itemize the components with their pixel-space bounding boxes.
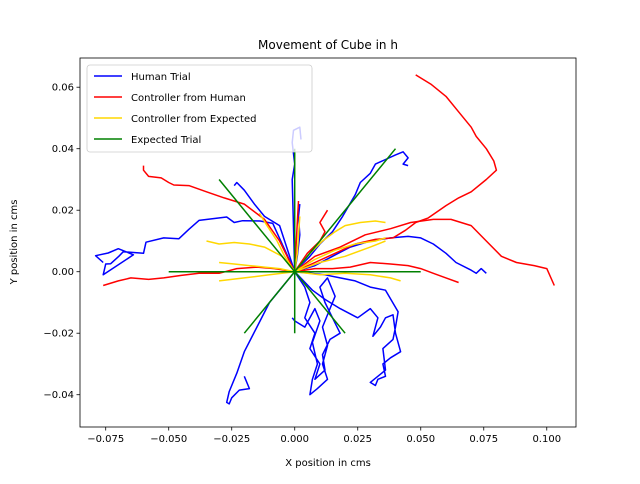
series-1-path-3 [294, 74, 498, 273]
series-2-path-7 [294, 270, 401, 282]
series-0-path-8 [294, 270, 402, 387]
series-3-path-2 [218, 179, 346, 334]
series-0-path-7 [291, 271, 341, 396]
x-tick-label: 0.000 [280, 434, 309, 445]
x-axis-label: X position in cms [285, 458, 371, 469]
series-1-path-6 [294, 209, 329, 273]
y-axis: −0.04 −0.02 0.00 0.02 0.04 0.06 [43, 83, 80, 401]
plot-lines [94, 74, 555, 405]
y-tick-label: 0.04 [52, 144, 74, 155]
x-axis: −0.075 −0.050 −0.025 0.000 0.025 0.050 0.075 0.… [87, 427, 561, 445]
series-2-path-3 [258, 212, 296, 273]
y-tick-label: 0.02 [52, 206, 74, 217]
series-1-path-0 [142, 165, 296, 273]
series-2-path-4 [293, 216, 301, 272]
legend-label-3: Expected Trial [131, 135, 201, 146]
x-tick-label: 0.050 [406, 434, 435, 445]
series-1-path-5 [294, 218, 555, 286]
series-3-path-3 [243, 148, 397, 334]
series-2-path-6 [294, 237, 386, 273]
legend-label-1: Controller from Human [131, 93, 246, 104]
y-tick-label: 0.06 [52, 83, 74, 94]
series-0-path-6 [294, 235, 487, 275]
series-1-path-4 [294, 261, 459, 284]
legend-box [86, 64, 313, 153]
x-tick-label: 0.100 [532, 434, 561, 445]
chart-title: Movement of Cube in h [258, 38, 398, 52]
legend-label-2: Controller from Expected [131, 114, 256, 125]
series-2-path-1 [219, 261, 295, 273]
series-0-path-3 [225, 271, 296, 405]
x-tick-label: −0.025 [213, 434, 250, 445]
y-tick-label: −0.04 [43, 390, 74, 401]
x-tick-label: 0.025 [343, 434, 372, 445]
y-tick-label: 0.00 [52, 267, 74, 278]
series-0-path-1 [233, 181, 296, 272]
series-2-path-8 [294, 240, 386, 273]
x-tick-label: 0.075 [469, 434, 498, 445]
x-tick-label: −0.075 [87, 434, 124, 445]
series-1-path-1 [102, 266, 295, 287]
y-axis-label: Y position in cms [9, 200, 20, 286]
plot-frame [79, 57, 577, 428]
legend-label-0: Human Trial [131, 72, 191, 83]
x-tick-label: −0.050 [150, 434, 187, 445]
series-2-path-2 [219, 270, 295, 282]
y-tick-label: −0.02 [43, 329, 74, 340]
series-0-path-0 [94, 216, 296, 276]
legend: Human Trial Controller from Human Controll… [86, 64, 313, 153]
